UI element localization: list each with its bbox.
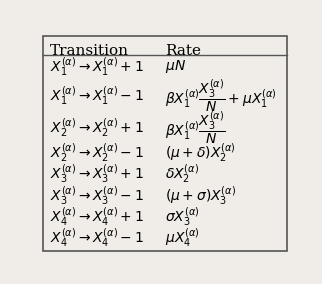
Text: Rate: Rate bbox=[165, 44, 201, 58]
Text: $X_2^{(\alpha)} \rightarrow X_2^{(\alpha)} - 1$: $X_2^{(\alpha)} \rightarrow X_2^{(\alpha… bbox=[50, 142, 144, 164]
Text: $X_3^{(\alpha)} \rightarrow X_3^{(\alpha)} + 1$: $X_3^{(\alpha)} \rightarrow X_3^{(\alpha… bbox=[50, 163, 144, 185]
Text: $\mu X_4^{(\alpha)}$: $\mu X_4^{(\alpha)}$ bbox=[165, 227, 200, 249]
Text: $\sigma X_3^{(\alpha)}$: $\sigma X_3^{(\alpha)}$ bbox=[165, 205, 199, 228]
Text: $\delta X_2^{(\alpha)}$: $\delta X_2^{(\alpha)}$ bbox=[165, 163, 199, 185]
Text: $(\mu + \delta) X_2^{(\alpha)}$: $(\mu + \delta) X_2^{(\alpha)}$ bbox=[165, 142, 236, 164]
Text: Transition: Transition bbox=[50, 44, 129, 58]
Text: $X_2^{(\alpha)} \rightarrow X_2^{(\alpha)} + 1$: $X_2^{(\alpha)} \rightarrow X_2^{(\alpha… bbox=[50, 116, 144, 139]
Text: $(\mu + \sigma) X_3^{(\alpha)}$: $(\mu + \sigma) X_3^{(\alpha)}$ bbox=[165, 184, 236, 206]
Text: $X_4^{(\alpha)} \rightarrow X_4^{(\alpha)} + 1$: $X_4^{(\alpha)} \rightarrow X_4^{(\alpha… bbox=[50, 205, 144, 228]
Text: $X_1^{(\alpha)} \rightarrow X_1^{(\alpha)} + 1$: $X_1^{(\alpha)} \rightarrow X_1^{(\alpha… bbox=[50, 56, 144, 78]
Text: $\mu N$: $\mu N$ bbox=[165, 58, 186, 75]
Text: $X_3^{(\alpha)} \rightarrow X_3^{(\alpha)} - 1$: $X_3^{(\alpha)} \rightarrow X_3^{(\alpha… bbox=[50, 184, 144, 206]
Text: $X_1^{(\alpha)} \rightarrow X_1^{(\alpha)} - 1$: $X_1^{(\alpha)} \rightarrow X_1^{(\alpha… bbox=[50, 85, 144, 107]
Text: $\beta X_1^{(\alpha)} \dfrac{X_3^{(\alpha)}}{N}$: $\beta X_1^{(\alpha)} \dfrac{X_3^{(\alph… bbox=[165, 109, 225, 146]
Text: $\beta X_1^{(\alpha)} \dfrac{X_3^{(\alpha)}}{N} + \mu X_1^{(\alpha)}$: $\beta X_1^{(\alpha)} \dfrac{X_3^{(\alph… bbox=[165, 78, 277, 114]
Text: $X_4^{(\alpha)} \rightarrow X_4^{(\alpha)} - 1$: $X_4^{(\alpha)} \rightarrow X_4^{(\alpha… bbox=[50, 227, 144, 249]
